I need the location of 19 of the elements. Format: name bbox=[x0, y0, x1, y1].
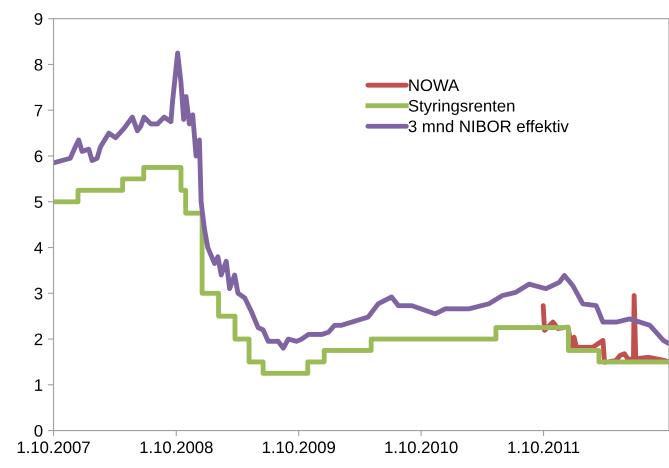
y-tick-label: 7 bbox=[34, 104, 42, 116]
y-tick-label: 6 bbox=[34, 150, 42, 162]
y-tick-label: 3 bbox=[34, 288, 42, 300]
x-tick-label: 1.10.2009 bbox=[262, 441, 335, 454]
x-tick-label: 1.10.2010 bbox=[385, 441, 458, 454]
y-tick-label: 0 bbox=[34, 424, 42, 437]
legend-label: NOWA bbox=[409, 79, 460, 92]
y-tick-label: 5 bbox=[34, 196, 42, 208]
y-tick-label: 9 bbox=[34, 13, 42, 25]
y-tick-label: 4 bbox=[34, 242, 43, 254]
legend-label: 3 mnd NIBOR effektiv bbox=[408, 120, 569, 132]
line-series bbox=[54, 50, 669, 351]
y-tick-label: 2 bbox=[34, 333, 42, 346]
x-tick-label: 1.10.2011 bbox=[508, 441, 580, 454]
x-tick-label: 1.10.2007 bbox=[18, 441, 90, 454]
legend-label: Styringsrenten bbox=[408, 99, 514, 115]
y-tick-label: 1 bbox=[35, 379, 42, 391]
x-tick-label: 1.10.2008 bbox=[140, 441, 213, 454]
y-tick-label: 8 bbox=[34, 58, 42, 71]
